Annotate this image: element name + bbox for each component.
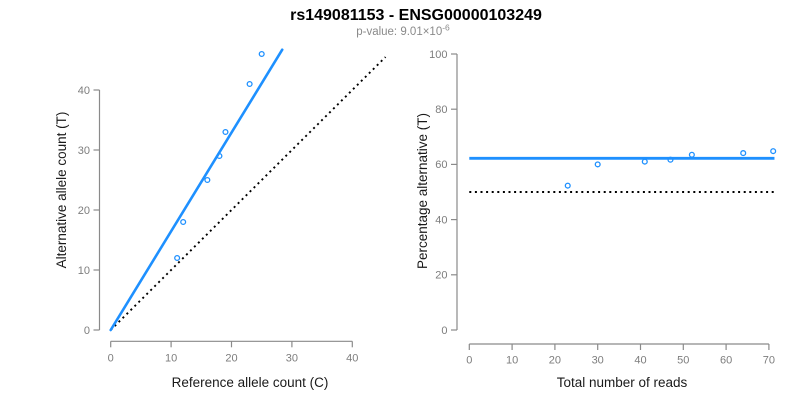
x-tick-label: 60: [720, 355, 732, 367]
data-point-circle: [740, 150, 747, 157]
x-tick-label: 30: [286, 353, 298, 365]
x-tick-label: 20: [549, 355, 561, 367]
identity-line: [110, 56, 387, 331]
pvalue-text: p-value: 9.01×10: [356, 26, 442, 38]
figure-subtitle: p-value: 9.01×10-6: [356, 23, 450, 39]
data-point-circle: [180, 218, 187, 226]
left-yaxis-title: Alternative allele count (T): [54, 112, 69, 269]
y-tick-label: 0: [84, 325, 90, 337]
fit-line: [109, 48, 284, 332]
x-tick-label: 0: [466, 355, 472, 367]
y-tick-label: 0: [441, 325, 447, 337]
data-point-circle: [770, 148, 777, 155]
left-scatter-panel: 0 10 20 30 40 0 10 20 30 40: [78, 48, 387, 365]
data-point-circle: [246, 80, 253, 88]
right-xaxis-title: Total number of reads: [557, 375, 688, 390]
data-point-circle: [564, 182, 571, 189]
y-tick-label: 60: [435, 159, 447, 171]
data-point-circle: [667, 156, 674, 163]
data-point-circle: [222, 128, 229, 136]
data-point-circle: [594, 161, 601, 168]
data-point-circle: [641, 158, 648, 165]
x-tick-label: 20: [225, 353, 237, 365]
x-tick-label: 50: [677, 355, 689, 367]
left-xaxis-title: Reference allele count (C): [172, 375, 329, 390]
data-point-circle: [174, 254, 181, 262]
data-point-circle: [216, 152, 223, 160]
x-tick-label: 10: [165, 353, 177, 365]
right-scatter-panel: 0 20 40 60 80 100 0 10 20 30 40 50 60 70: [429, 49, 777, 367]
figure-title: rs149081153 - ENSG00000103249: [290, 7, 542, 24]
data-point-circle: [204, 176, 211, 184]
x-tick-label: 30: [592, 355, 604, 367]
data-point-circle: [688, 151, 695, 158]
x-tick-label: 40: [346, 353, 358, 365]
x-tick-label: 70: [763, 355, 775, 367]
y-tick-label: 80: [435, 104, 447, 116]
y-tick-label: 20: [435, 270, 447, 282]
y-tick-label: 20: [78, 205, 90, 217]
y-tick-label: 100: [429, 49, 447, 61]
x-tick-label: 10: [506, 355, 518, 367]
y-tick-label: 40: [78, 85, 90, 97]
y-tick-label: 40: [435, 214, 447, 226]
y-tick-label: 10: [78, 265, 90, 277]
data-point-circle: [258, 50, 265, 58]
y-tick-label: 30: [78, 145, 90, 157]
x-tick-label: 0: [108, 353, 114, 365]
pvalue-exponent: -6: [442, 23, 450, 33]
right-yaxis-title: Percentage alternative (T): [415, 113, 430, 269]
x-tick-label: 40: [634, 355, 646, 367]
